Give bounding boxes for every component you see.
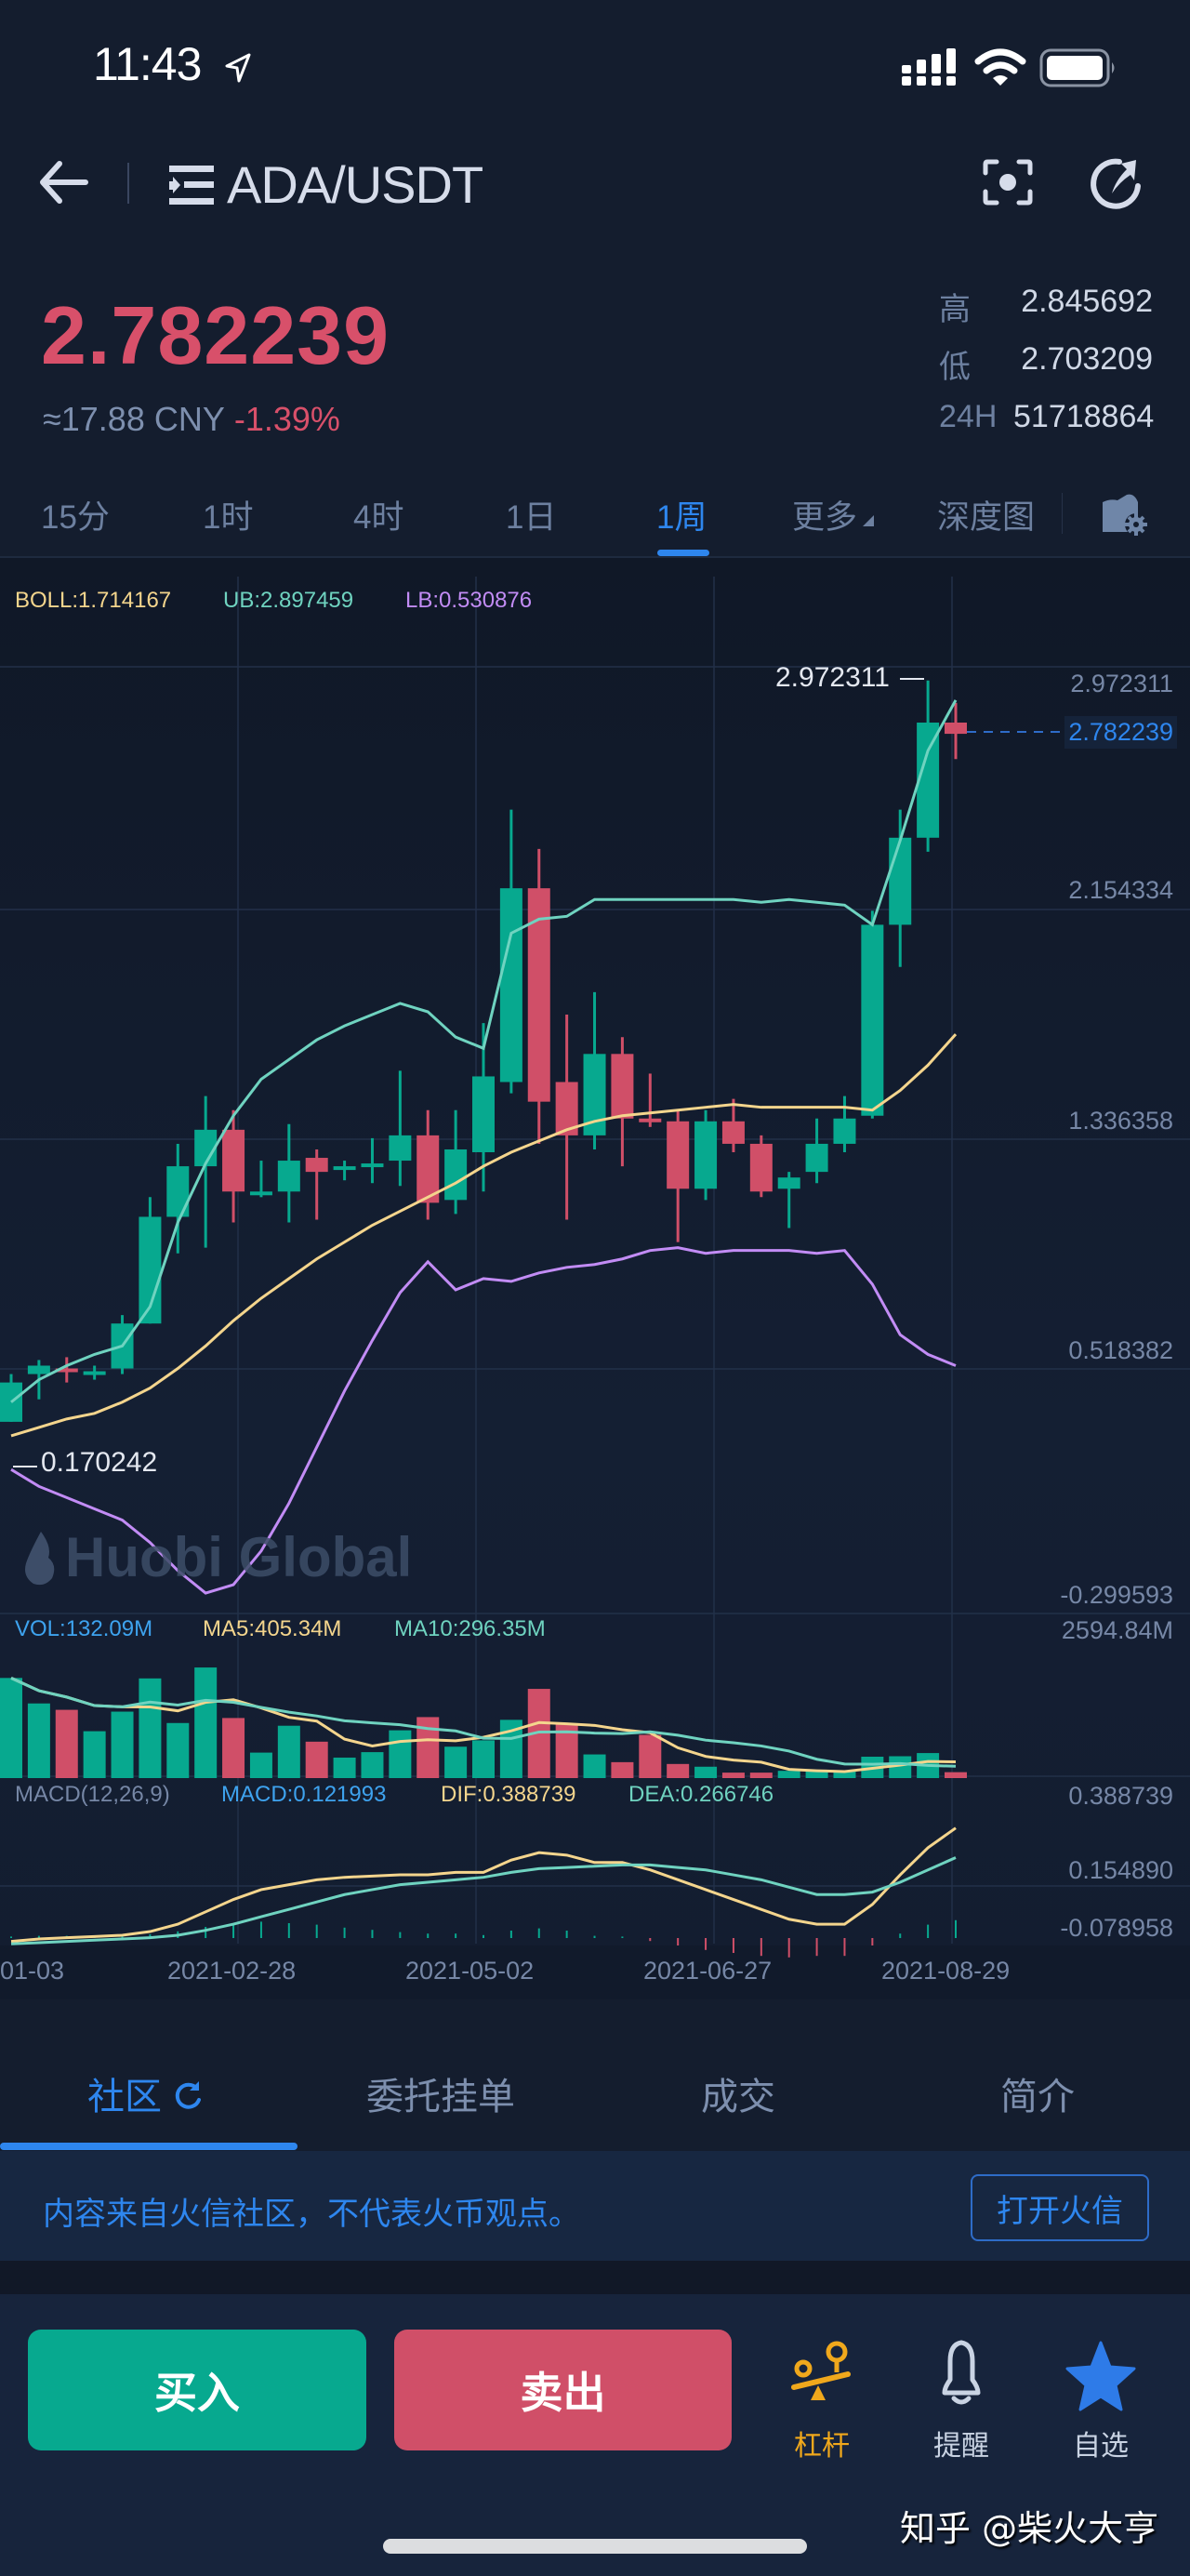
notice-bar [0, 2151, 1190, 2261]
wifi-icon [974, 48, 1026, 86]
current-price-tag: 2.782239 [1064, 716, 1177, 749]
tab-orders[interactable]: 委托挂单 [366, 2076, 515, 2118]
date-axis-tick: 2021-02-28 [167, 1957, 297, 1985]
stat-low-label: 低 [939, 350, 971, 385]
sell-button[interactable]: 卖出 [394, 2330, 732, 2450]
period-tabs [0, 470, 1190, 558]
corner-triangle-icon [863, 515, 875, 526]
favorite-label: 自选 [1073, 2430, 1129, 2463]
stat-24h-volume: 24H 51718864 [939, 399, 1155, 435]
leverage-label: 杠杆 [794, 2430, 850, 2463]
section-divider [0, 2261, 1190, 2294]
tabs-divider [1062, 493, 1063, 534]
tab-1week[interactable]: 1周 [656, 499, 707, 536]
date-axis-tick: 2021-08-29 [881, 1957, 1011, 1985]
legend-macd: MACD:0.121993 [221, 1782, 387, 1807]
tab-depth-chart[interactable]: 深度图 [937, 499, 1036, 536]
pair-title[interactable]: ADA/USDT [227, 155, 483, 214]
price-alert-label: 提醒 [933, 2430, 989, 2463]
price-alert-button[interactable]: 提醒 [915, 2339, 1008, 2463]
tab-trades[interactable]: 成交 [701, 2076, 775, 2118]
stat-high: 高 2.845692 [939, 284, 1153, 329]
date-axis-tick: 2021-05-02 [405, 1957, 535, 1985]
stat-low-value: 2.703209 [1021, 341, 1153, 377]
price-axis-tick: 0.518382 [1068, 1336, 1173, 1364]
tab-1hour[interactable]: 1时 [203, 499, 254, 536]
price-axis-tick: 1.336358 [1068, 1107, 1173, 1135]
star-icon [1065, 2341, 1136, 2411]
active-info-tab-underline [0, 2143, 298, 2150]
stat-24h-value: 51718864 [1013, 399, 1155, 434]
status-time: 11:43 [93, 38, 202, 90]
tab-community[interactable]: 社区 [87, 2066, 205, 2120]
tab-more-label: 更多 [792, 499, 858, 536]
bell-icon [942, 2340, 981, 2405]
tab-4hour[interactable]: 4时 [353, 499, 404, 536]
macd-axis-tick: 0.388739 [1068, 1782, 1173, 1810]
legend-vol: VOL:132.09M [15, 1616, 153, 1641]
cny-equivalent: ≈17.88 CNY [43, 400, 225, 438]
notice-text: 内容来自火信社区，不代表火币观点。 [43, 2196, 580, 2233]
location-arrow-icon [225, 53, 251, 83]
macd-axis-tick: -0.078958 [1060, 1914, 1173, 1942]
legend-ma10: MA10:296.35M [394, 1616, 546, 1641]
date-axis-tick: 01-03 [0, 1957, 65, 1985]
change-percent: -1.39% [233, 400, 340, 438]
refresh-icon[interactable] [171, 2079, 205, 2113]
huobi-flame-logo-icon [25, 1532, 55, 1586]
legend-lb: LB:0.530876 [405, 588, 533, 613]
back-arrow-icon[interactable] [37, 158, 89, 206]
price-axis-tick: -0.299593 [1060, 1581, 1173, 1609]
macd-axis-tick: 0.154890 [1068, 1856, 1173, 1884]
share-icon[interactable] [1088, 156, 1144, 210]
price-axis-tick: 2.154334 [1068, 876, 1173, 904]
stat-high-label: 高 [939, 292, 971, 327]
last-price: 2.782239 [41, 289, 390, 381]
favorite-button[interactable]: 自选 [1054, 2339, 1147, 2463]
max-price-marker: 2.972311 [775, 662, 890, 693]
legend-dif: DIF:0.388739 [441, 1782, 576, 1807]
cny-price-line: ≈17.88 CNY -1.39% [43, 400, 340, 439]
tab-1day[interactable]: 1日 [506, 499, 557, 536]
buy-button[interactable]: 买入 [28, 2330, 366, 2450]
home-indicator[interactable] [383, 2539, 807, 2554]
stat-low: 低 2.703209 [939, 341, 1153, 387]
tab-intro[interactable]: 简介 [1000, 2076, 1075, 2118]
min-price-marker: 0.170242 [41, 1447, 158, 1478]
battery-icon [1039, 48, 1115, 87]
legend-dea: DEA:0.266746 [628, 1782, 774, 1807]
nav-divider [127, 163, 129, 204]
tab-community-label: 社区 [87, 2076, 162, 2118]
price-axis-tick: 2.972311 [1070, 670, 1173, 697]
chart-settings-icon[interactable] [1101, 491, 1149, 538]
kline-chart-canvas[interactable] [0, 558, 1190, 1999]
tab-more[interactable]: 更多 [792, 491, 876, 538]
legend-macd-params: MACD(12,26,9) [15, 1782, 170, 1807]
huobi-global-watermark: Huobi Global [65, 1526, 413, 1588]
leverage-button[interactable]: 杠杆 [775, 2339, 868, 2463]
legend-boll: BOLL:1.714167 [15, 588, 172, 613]
legend-ub: UB:2.897459 [223, 588, 354, 613]
cellular-signal-icon [902, 48, 956, 86]
date-axis-tick: 2021-06-27 [643, 1957, 773, 1985]
active-tab-underline [657, 550, 709, 556]
pair-list-menu-icon[interactable] [167, 164, 216, 206]
tab-15min[interactable]: 15分 [41, 499, 110, 536]
screenshot-capture-icon[interactable] [982, 158, 1034, 206]
legend-ma5: MA5:405.34M [203, 1616, 342, 1641]
stat-high-value: 2.845692 [1021, 284, 1153, 319]
open-huoxin-button[interactable]: 打开火信 [971, 2174, 1149, 2241]
stat-24h-label: 24H [939, 399, 998, 434]
zhihu-overlay-watermark: 知乎 @柴火大亨 [900, 2508, 1159, 2549]
vol-axis-max: 2594.84M [1061, 1616, 1173, 1644]
leverage-icon [791, 2341, 851, 2400]
